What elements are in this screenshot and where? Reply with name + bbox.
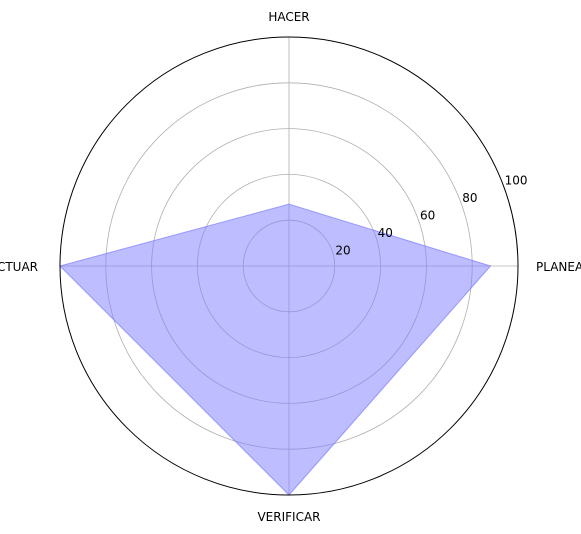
radial-tick-100: 100 — [505, 173, 528, 187]
category-label-actuar: ACTUAR — [0, 260, 38, 274]
label-layer: PLANEAR HACER ACTUAR VERIFICAR 20 40 60 80 100 — [0, 10, 581, 524]
data-layer — [59, 203, 492, 496]
radial-tick-60: 60 — [420, 208, 435, 222]
frame-layer — [59, 36, 519, 496]
category-label-planear: PLANEAR — [536, 260, 581, 274]
radial-tick-20: 20 — [335, 243, 350, 257]
radial-tick-40: 40 — [378, 226, 393, 240]
radial-tick-80: 80 — [462, 191, 477, 205]
category-label-verificar: VERIFICAR — [257, 510, 320, 524]
outer-frame — [59, 36, 519, 496]
category-label-hacer: HACER — [268, 10, 309, 24]
series-area-0 — [59, 203, 492, 496]
